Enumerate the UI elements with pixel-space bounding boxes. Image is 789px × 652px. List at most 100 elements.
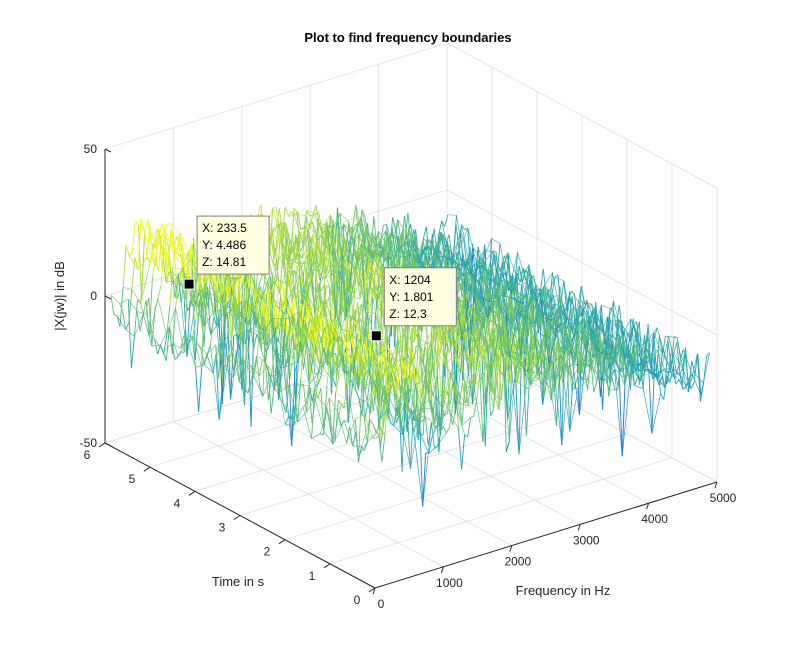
mesh-line xyxy=(306,209,316,215)
mesh-line xyxy=(267,281,277,306)
mesh-line xyxy=(526,365,536,373)
mesh-line xyxy=(270,386,275,414)
mesh-line xyxy=(338,336,348,351)
mesh-line xyxy=(339,318,349,423)
mesh-line xyxy=(355,347,366,369)
mesh-line xyxy=(308,385,319,399)
mesh-line xyxy=(637,332,648,349)
mesh-line xyxy=(165,326,170,361)
mesh-line xyxy=(339,212,350,223)
mesh-line xyxy=(409,253,420,264)
mesh-line xyxy=(416,336,426,343)
mesh-line xyxy=(355,261,365,268)
mesh-line xyxy=(349,332,359,388)
mesh-line xyxy=(505,297,516,311)
mesh-line xyxy=(472,351,482,367)
mesh-line xyxy=(493,336,503,410)
mesh-line xyxy=(218,360,229,420)
mesh-line xyxy=(342,328,352,337)
mesh-line xyxy=(322,367,333,380)
mesh-line xyxy=(538,371,548,374)
mesh-line xyxy=(571,290,581,306)
mesh-line xyxy=(334,353,339,376)
mesh-line xyxy=(459,303,469,308)
mesh-line xyxy=(498,353,508,411)
mesh-line xyxy=(405,377,416,411)
mesh-line xyxy=(463,323,473,367)
mesh-line xyxy=(354,377,359,391)
mesh-line xyxy=(642,346,647,389)
mesh-line xyxy=(309,214,314,217)
mesh-line xyxy=(419,413,424,507)
mesh-line xyxy=(265,331,270,364)
mesh-line xyxy=(298,264,303,308)
mesh-line xyxy=(263,318,273,332)
mesh-line xyxy=(221,274,226,389)
mesh-line xyxy=(328,349,339,369)
mesh-line xyxy=(493,317,503,323)
mesh-line xyxy=(391,354,402,379)
mesh-line xyxy=(587,349,598,382)
mesh-line xyxy=(343,263,353,289)
mesh-line xyxy=(518,310,528,324)
mesh-line xyxy=(640,366,645,382)
mesh-line xyxy=(349,223,359,252)
mesh-line xyxy=(621,367,632,457)
mesh-line xyxy=(230,334,240,400)
mesh-line xyxy=(294,215,304,245)
mesh-line xyxy=(466,247,471,268)
mesh-line xyxy=(302,221,313,245)
mesh-line xyxy=(296,383,301,387)
mesh-line xyxy=(614,347,624,355)
mesh-line xyxy=(274,324,284,328)
mesh-line xyxy=(507,353,512,380)
mesh-line xyxy=(541,349,546,358)
mesh-line xyxy=(467,277,477,308)
mesh-line xyxy=(316,314,327,344)
mesh-line xyxy=(403,357,413,376)
mesh-line xyxy=(327,307,332,316)
mesh-line xyxy=(553,320,564,362)
mesh-line xyxy=(552,294,563,336)
mesh-line xyxy=(290,259,300,265)
mesh-line xyxy=(473,308,478,346)
mesh-line xyxy=(578,320,588,343)
mesh-line xyxy=(667,341,672,367)
mesh-line xyxy=(337,207,347,318)
mesh-line xyxy=(154,338,159,355)
mesh-line xyxy=(272,207,282,242)
mesh-line xyxy=(172,267,182,270)
mesh-line xyxy=(169,267,174,307)
mesh-line xyxy=(215,344,220,379)
mesh-line xyxy=(252,277,262,301)
mesh-line xyxy=(461,417,471,426)
mesh-line xyxy=(480,296,490,302)
mesh-line xyxy=(465,287,475,303)
mesh-line xyxy=(345,254,355,269)
mesh-line xyxy=(482,328,493,335)
mesh-line xyxy=(468,271,479,304)
mesh-line xyxy=(177,273,188,357)
mesh-line xyxy=(318,212,323,229)
mesh-line xyxy=(627,345,637,351)
mesh-line xyxy=(329,267,340,283)
mesh-line xyxy=(522,365,532,386)
mesh-line xyxy=(348,335,358,423)
mesh-line xyxy=(311,386,316,439)
mesh-line xyxy=(483,269,493,303)
mesh-line xyxy=(369,312,373,318)
mesh-line xyxy=(194,265,204,295)
mesh-line xyxy=(358,381,363,456)
mesh-line xyxy=(551,276,556,294)
mesh-line xyxy=(481,359,486,447)
mesh-line xyxy=(351,295,361,300)
mesh-line xyxy=(516,304,526,330)
mesh-line xyxy=(316,224,327,272)
mesh-line xyxy=(559,294,569,319)
mesh-line xyxy=(346,267,357,283)
mesh-line xyxy=(176,232,181,253)
mesh-line xyxy=(632,360,642,375)
mesh-line xyxy=(611,375,616,390)
mesh-line xyxy=(467,377,472,406)
mesh-line xyxy=(325,343,335,366)
